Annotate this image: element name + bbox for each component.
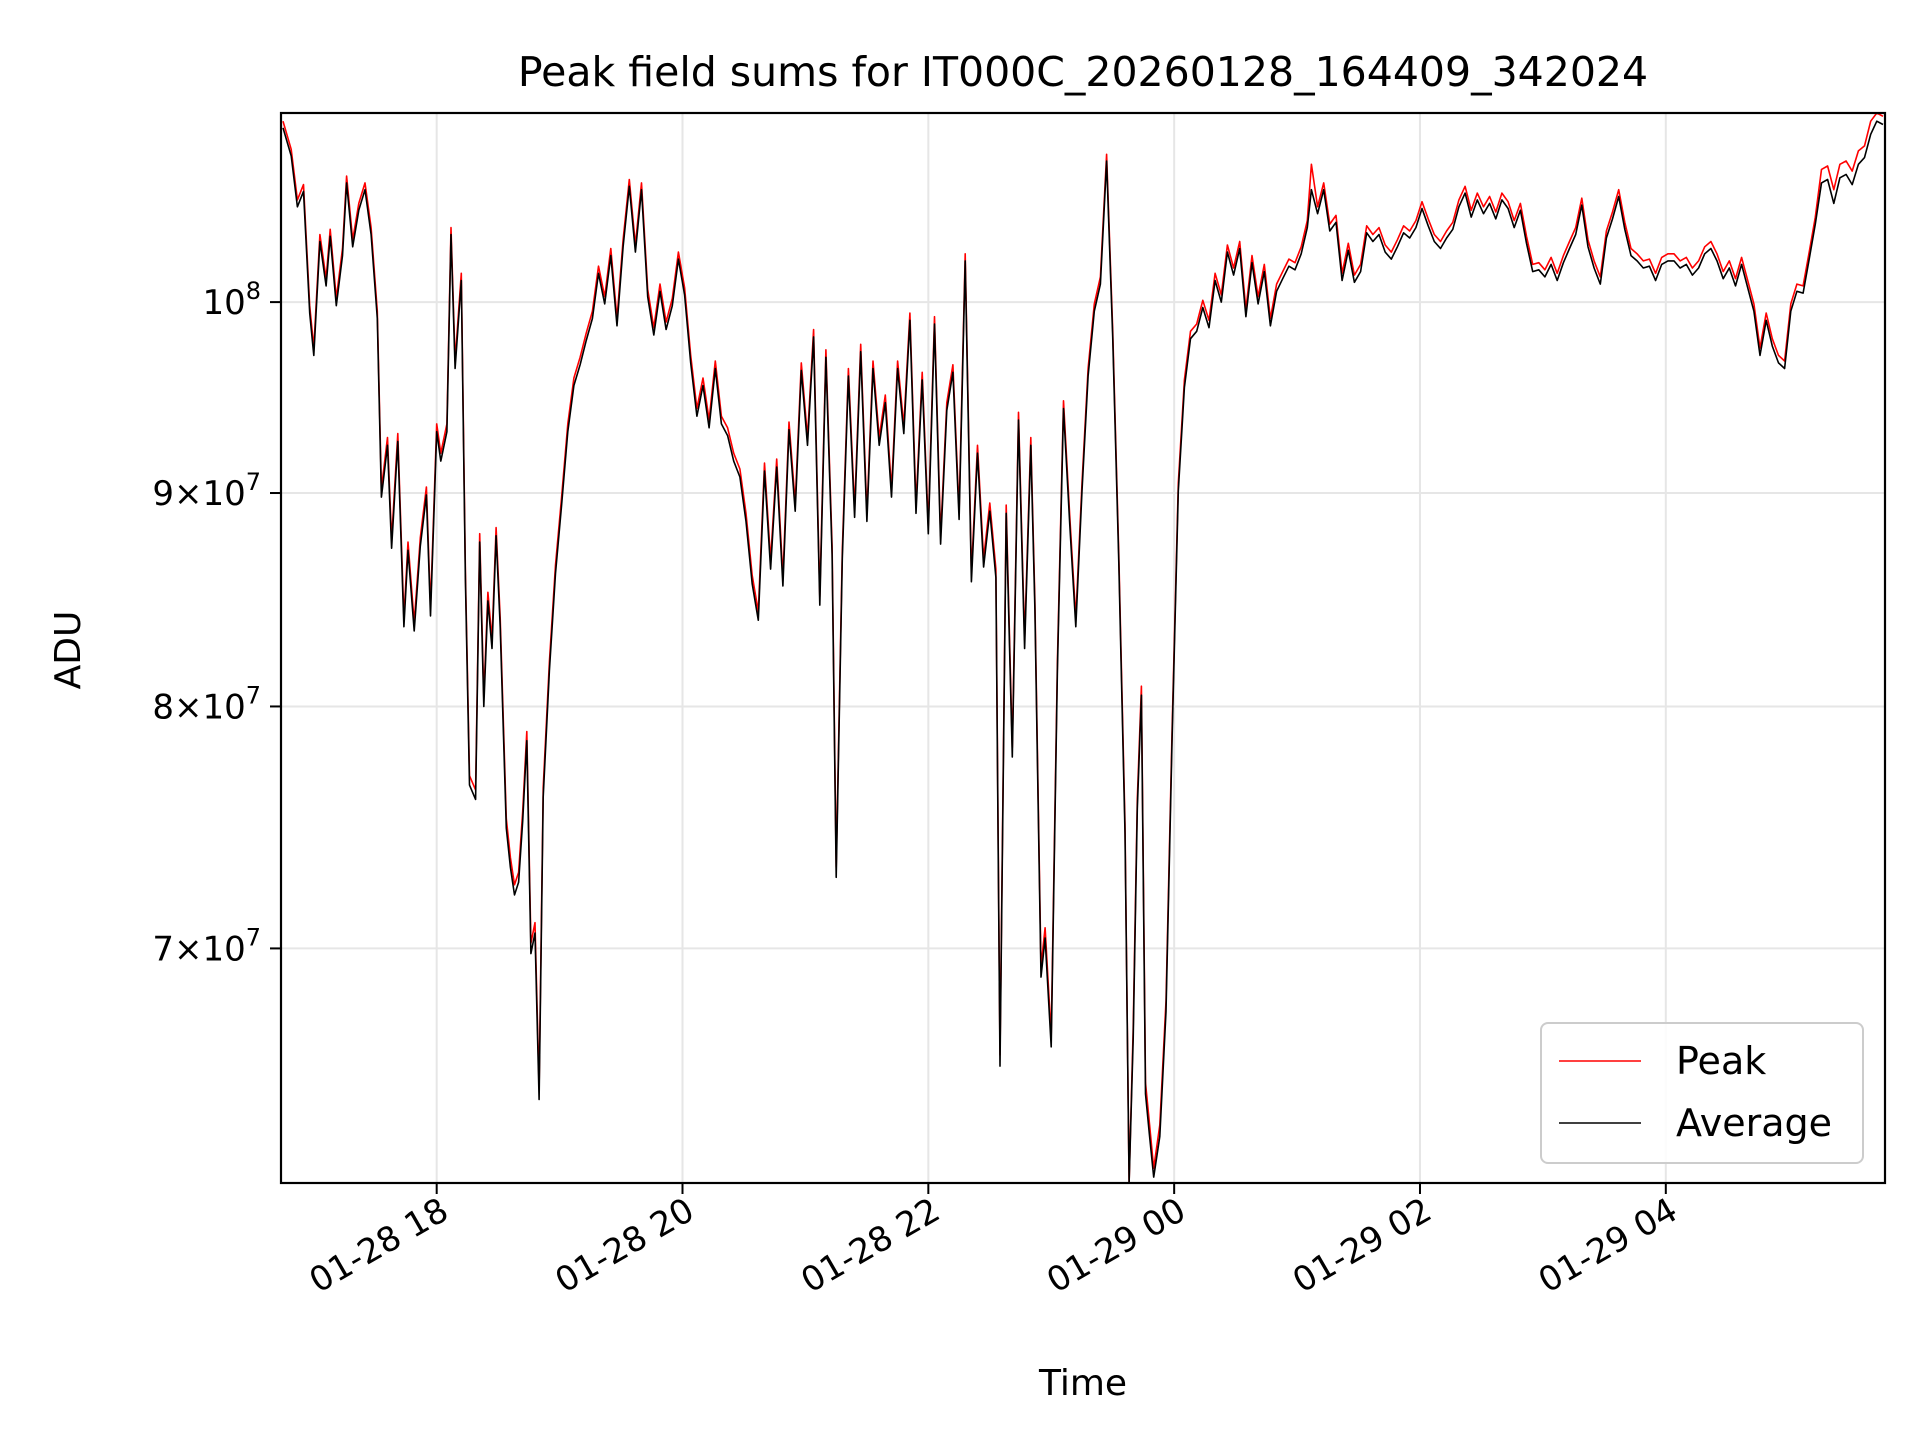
legend: Peak Average [1540, 1022, 1864, 1164]
legend-label-peak: Peak [1676, 1039, 1766, 1083]
y-tick-label: 8×107 [152, 681, 261, 727]
y-tick-exponent: 7 [246, 923, 261, 951]
y-tick-label: 7×107 [152, 923, 261, 969]
legend-label-average: Average [1676, 1101, 1832, 1145]
y-axis-title: ADU [48, 611, 89, 690]
y-tick-label: 108 [202, 277, 261, 323]
y-tick-base: 8×10 [152, 687, 245, 727]
y-tick-base: 10 [202, 283, 245, 323]
legend-box [1540, 1022, 1864, 1164]
y-tick-exponent: 7 [246, 468, 261, 496]
y-tick-base: 7×10 [152, 929, 245, 969]
x-axis-title: Time [1038, 1363, 1127, 1404]
series-line-average [282, 120, 1884, 1184]
chart-title: Peak field sums for IT000C_20260128_1644… [518, 48, 1648, 96]
plot-frame [279, 111, 1887, 1185]
y-tick-exponent: 7 [246, 681, 261, 709]
y-tick-base: 9×10 [152, 474, 245, 514]
y-tick-label: 9×107 [152, 468, 261, 514]
y-tick-exponent: 8 [246, 277, 261, 305]
series-lines [282, 112, 1884, 1184]
